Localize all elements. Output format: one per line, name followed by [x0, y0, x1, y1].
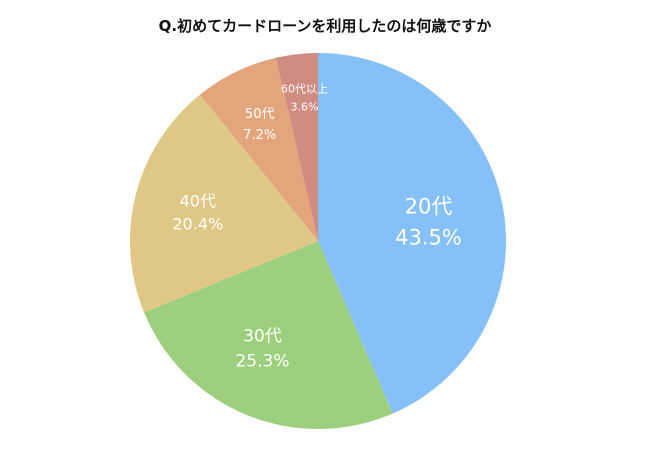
pie-slices [130, 53, 507, 429]
slice-value-label: 3.6% [291, 101, 319, 114]
slice-category-label: 40代 [180, 192, 216, 211]
slice-value-label: 43.5% [395, 226, 462, 250]
pie-slice-5 [275, 53, 318, 241]
pie-labels: 20代 43.5% 30代 25.3% 40代 20.4% 50代 7.2% 60代以上 3.6% [172, 83, 461, 372]
slice-value-label: 7.2% [243, 128, 276, 143]
pie-slice-3 [130, 94, 318, 313]
slice-category-label: 30代 [243, 327, 282, 347]
pie-slice-2 [144, 241, 393, 429]
slice-category-label: 50代 [245, 107, 275, 122]
pie-slice-1 [318, 53, 507, 414]
chart-title: Q.初めてカードローンを利用したのは何歳ですか [158, 17, 492, 35]
pie-slice-4 [199, 57, 318, 241]
slice-value-label: 20.4% [172, 215, 223, 234]
slice-category-label: 20代 [405, 195, 453, 219]
slice-value-label: 25.3% [235, 352, 289, 372]
slice-category-label: 60代以上 [281, 83, 328, 96]
